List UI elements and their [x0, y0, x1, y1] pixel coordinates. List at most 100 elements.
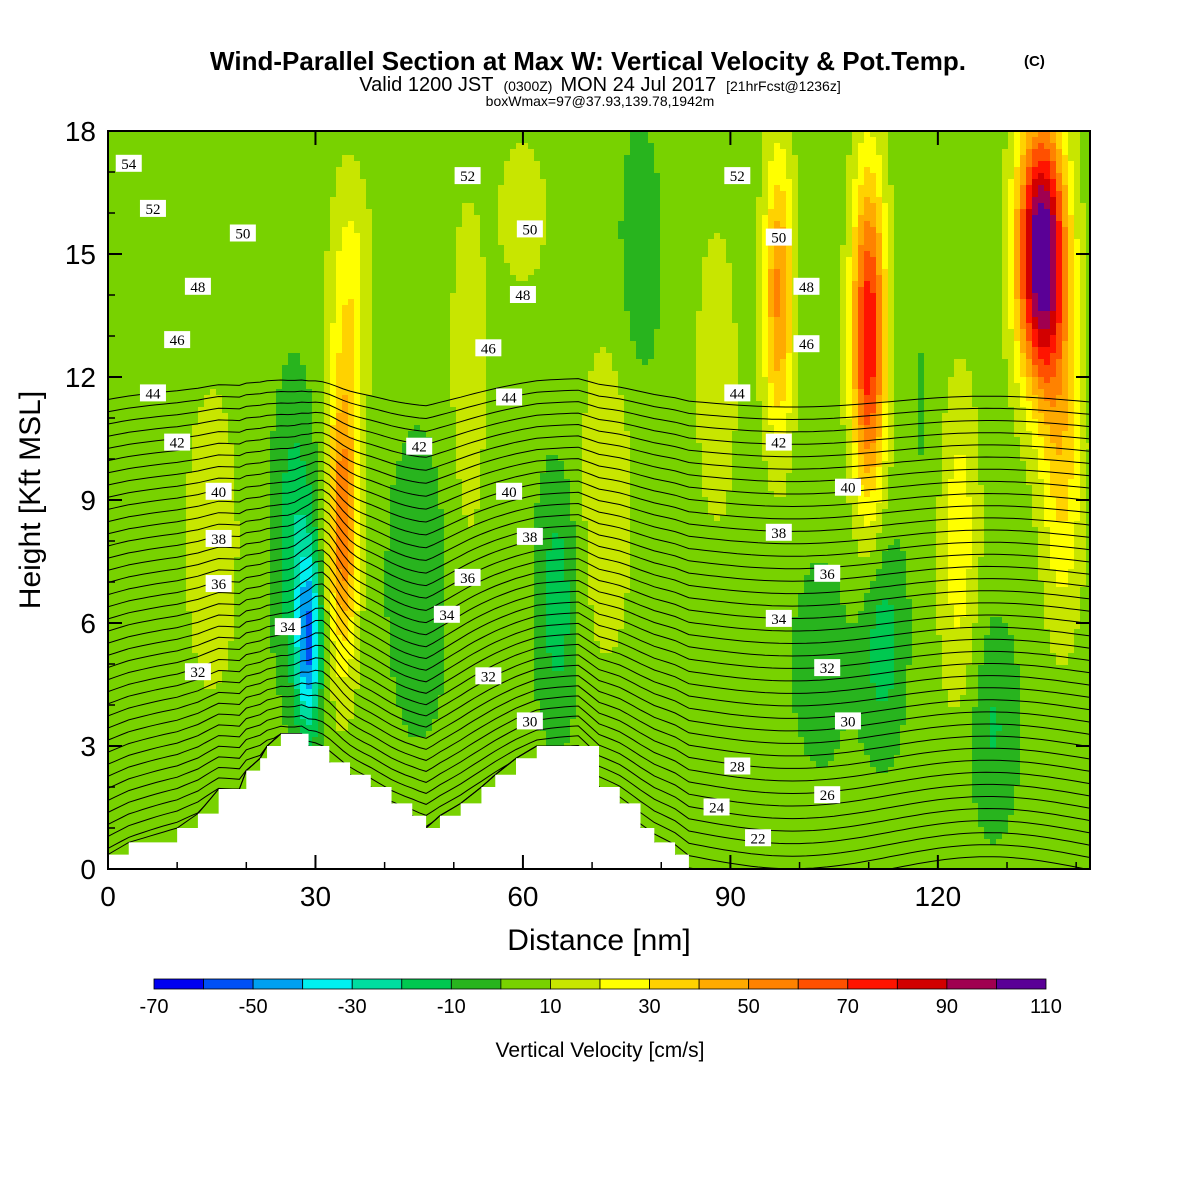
velocity-cell — [912, 209, 919, 216]
velocity-cell — [384, 269, 391, 276]
velocity-cell — [360, 299, 367, 306]
velocity-cell — [672, 137, 679, 144]
velocity-cell — [882, 239, 889, 246]
velocity-cell — [420, 233, 427, 240]
velocity-cell — [456, 137, 463, 144]
velocity-cell — [930, 299, 937, 306]
velocity-cell — [678, 179, 685, 186]
velocity-cell — [150, 215, 157, 222]
velocity-cell — [312, 305, 319, 312]
velocity-cell — [558, 173, 565, 180]
velocity-cell — [780, 251, 787, 258]
velocity-cell — [348, 287, 355, 294]
velocity-cell — [846, 167, 853, 174]
velocity-cell — [876, 197, 883, 204]
velocity-cell — [1062, 185, 1069, 192]
velocity-cell — [684, 143, 691, 150]
velocity-cell — [438, 263, 445, 270]
velocity-cell — [120, 233, 127, 240]
velocity-cell — [126, 191, 133, 198]
velocity-cell — [960, 167, 967, 174]
velocity-cell — [444, 257, 451, 264]
velocity-cell — [402, 161, 409, 168]
velocity-cell — [1062, 161, 1069, 168]
velocity-cell — [594, 293, 601, 300]
velocity-cell — [330, 251, 337, 258]
velocity-cell — [762, 221, 769, 228]
velocity-cell — [198, 185, 205, 192]
velocity-cell — [402, 281, 409, 288]
velocity-cell — [240, 173, 247, 180]
velocity-cell — [438, 185, 445, 192]
velocity-cell — [954, 227, 961, 234]
velocity-cell — [834, 239, 841, 246]
velocity-cell — [324, 185, 331, 192]
velocity-cell — [954, 161, 961, 168]
velocity-cell — [516, 245, 523, 252]
velocity-cell — [474, 239, 481, 246]
velocity-cell — [732, 257, 739, 264]
velocity-cell — [678, 263, 685, 270]
velocity-cell — [426, 287, 433, 294]
velocity-cell — [294, 203, 301, 210]
velocity-cell — [816, 131, 823, 138]
velocity-cell — [750, 239, 757, 246]
velocity-cell — [1014, 197, 1021, 204]
velocity-cell — [192, 173, 199, 180]
velocity-cell — [588, 245, 595, 252]
velocity-cell — [1050, 275, 1057, 282]
velocity-cell — [582, 305, 589, 312]
velocity-cell — [126, 281, 133, 288]
velocity-cell — [390, 257, 397, 264]
velocity-cell — [312, 209, 319, 216]
velocity-cell — [408, 191, 415, 198]
velocity-cell — [174, 179, 181, 186]
velocity-cell — [552, 131, 559, 138]
velocity-cell — [954, 185, 961, 192]
velocity-cell — [636, 269, 643, 276]
velocity-cell — [1074, 173, 1081, 180]
velocity-cell — [714, 215, 721, 222]
velocity-cell — [798, 203, 805, 210]
velocity-cell — [444, 203, 451, 210]
velocity-cell — [330, 233, 337, 240]
velocity-cell — [276, 239, 283, 246]
velocity-cell — [420, 197, 427, 204]
velocity-cell — [690, 281, 697, 288]
velocity-cell — [750, 281, 757, 288]
velocity-cell — [996, 299, 1003, 306]
velocity-cell — [1026, 185, 1033, 192]
velocity-cell — [726, 239, 733, 246]
velocity-cell — [546, 209, 553, 216]
velocity-cell — [468, 137, 475, 144]
velocity-cell — [960, 131, 967, 138]
velocity-cell — [528, 137, 535, 144]
velocity-cell — [546, 167, 553, 174]
velocity-cell — [504, 311, 511, 318]
velocity-cell — [876, 167, 883, 174]
velocity-cell — [522, 239, 529, 246]
velocity-cell — [978, 227, 985, 234]
velocity-cell — [870, 143, 877, 150]
velocity-cell — [762, 239, 769, 246]
velocity-cell — [324, 239, 331, 246]
velocity-cell — [1062, 281, 1069, 288]
velocity-cell — [924, 137, 931, 144]
velocity-cell — [816, 263, 823, 270]
velocity-cell — [738, 227, 745, 234]
velocity-cell — [666, 281, 673, 288]
velocity-cell — [768, 269, 775, 276]
velocity-cell — [282, 131, 289, 138]
velocity-cell — [222, 227, 229, 234]
velocity-cell — [456, 245, 463, 252]
velocity-cell — [852, 299, 859, 306]
velocity-cell — [1032, 179, 1039, 186]
velocity-cell — [942, 227, 949, 234]
velocity-cell — [618, 275, 625, 282]
velocity-cell — [1032, 275, 1039, 282]
velocity-cell — [396, 167, 403, 174]
velocity-cell — [1020, 221, 1027, 228]
velocity-cell — [924, 275, 931, 282]
velocity-cell — [126, 305, 133, 312]
velocity-cell — [744, 185, 751, 192]
